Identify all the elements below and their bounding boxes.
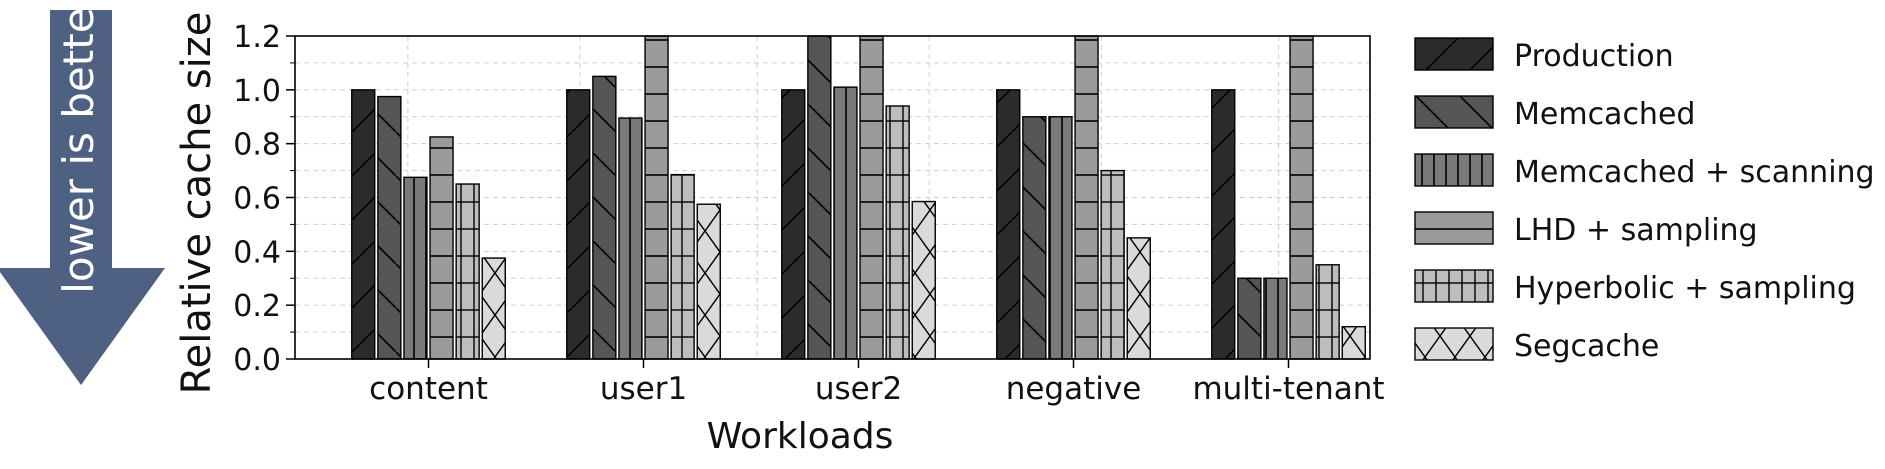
legend-item: Production <box>1414 37 1674 74</box>
y-tick-label: 1.2 <box>233 20 281 55</box>
bar-hatch <box>566 89 591 360</box>
bar-hatch <box>696 203 721 360</box>
legend-label: Memcached + scanning <box>1514 155 1875 190</box>
bars <box>351 35 1366 360</box>
bar-hatch <box>1237 277 1262 360</box>
legend-label: Memcached <box>1514 97 1695 132</box>
bar-hatch <box>1289 35 1314 360</box>
legend-label: Segcache <box>1514 329 1659 364</box>
legend-swatch-hatch <box>1414 327 1494 361</box>
legend-swatch-hatch <box>1414 153 1494 187</box>
bar-hatch <box>351 89 376 360</box>
legend-swatch-hatch <box>1414 37 1494 71</box>
legend-item: Hyperbolic + sampling <box>1414 269 1856 306</box>
y-tick-label: 1.0 <box>233 74 281 109</box>
legend-swatch-hatch <box>1414 95 1494 129</box>
bar-hatch <box>592 75 617 360</box>
legend-item: Memcached + scanning <box>1414 153 1875 190</box>
bar-hatch <box>885 105 910 360</box>
bar-hatch <box>618 117 643 360</box>
bar-hatch <box>996 89 1021 360</box>
bar-hatch <box>1074 35 1099 360</box>
legend-item: Memcached <box>1414 95 1695 132</box>
x-tick-label: user1 <box>600 371 687 407</box>
bar-hatch <box>1263 277 1288 360</box>
y-tick-label: 0.2 <box>233 289 281 324</box>
legend: Production Memcached Memcached + scanning L… <box>1414 37 1875 364</box>
bar-hatch <box>807 35 832 360</box>
bar-hatch <box>1100 169 1125 360</box>
legend-swatch-hatch <box>1414 269 1494 303</box>
legend-label: LHD + sampling <box>1514 213 1758 248</box>
bar-hatch <box>1211 89 1236 360</box>
bar-hatch <box>455 183 480 360</box>
legend-label: Hyperbolic + sampling <box>1514 271 1856 306</box>
bar-hatch <box>403 176 428 360</box>
x-tick-label: content <box>369 371 488 407</box>
bar-hatch <box>1022 116 1047 360</box>
annotation-text: lower is better <box>54 0 103 294</box>
x-tick-label: user2 <box>815 371 902 407</box>
legend-label: Production <box>1514 39 1674 74</box>
bar-hatch <box>1315 264 1340 360</box>
legend-item: Segcache <box>1414 327 1659 364</box>
bar-hatch <box>1048 116 1073 360</box>
bar-hatch <box>377 95 402 360</box>
legend-item: LHD + sampling <box>1414 211 1758 248</box>
x-axis-label: Workloads <box>707 416 894 457</box>
y-tick-label: 0.0 <box>233 343 281 378</box>
y-tick-label: 0.8 <box>233 128 281 163</box>
bar-hatch <box>911 200 936 360</box>
legend-swatch-hatch <box>1414 211 1494 245</box>
bar-hatch <box>644 35 669 360</box>
x-tick-label: negative <box>1006 371 1142 407</box>
axes: content user1 user2 negative multi-tenant 0.0… <box>233 20 1384 407</box>
bar-hatch <box>481 257 506 360</box>
x-tick-label: multi-tenant <box>1192 371 1384 407</box>
y-axis-label: Relative cache size <box>174 12 220 395</box>
y-tick-label: 0.6 <box>233 182 281 217</box>
bar-hatch <box>859 35 884 360</box>
bar-hatch <box>1126 237 1151 360</box>
down-arrow-icon <box>0 10 165 385</box>
bar-hatch <box>781 89 806 360</box>
bar-hatch <box>670 173 695 360</box>
bar-hatch <box>1341 326 1366 360</box>
lower-is-better-annotation: lower is better <box>0 0 165 385</box>
bar-hatch <box>833 86 858 360</box>
y-tick-label: 0.4 <box>233 235 281 270</box>
bar-hatch <box>429 136 454 360</box>
